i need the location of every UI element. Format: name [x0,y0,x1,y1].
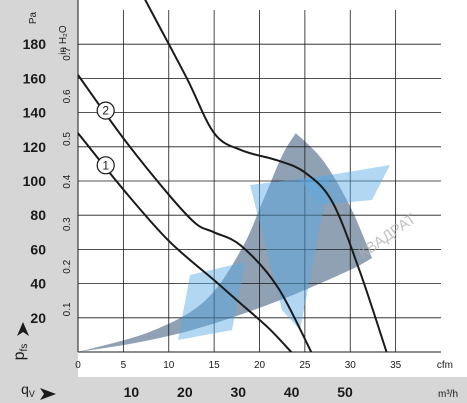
y-tick-label: 80 [30,207,46,223]
y-tick-label: 120 [23,139,47,155]
curve-marker-circle [96,101,115,120]
y-tick-label: 40 [30,276,46,292]
bottom-axis-panel [0,377,467,403]
y-axis-unit: Pa [28,11,39,24]
curve-2 [77,74,313,353]
curve-marker-circle [96,156,115,175]
x-tick-label: 5 [121,360,127,371]
x2-axis-title: qV [21,381,35,399]
y2-tick-label: 0.3 [62,217,73,231]
y2-tick-label: 0.2 [62,259,73,273]
x-tick-label: 30 [345,360,357,371]
x-tick-label: 20 [254,360,266,371]
y-tick-label: 180 [23,36,47,52]
y2-tick-label: 0.1 [62,302,73,316]
x2-tick-label: 10 [124,384,140,400]
y2-tick-label: 0.6 [62,89,73,103]
x-tick-label: 25 [299,360,311,371]
y-tick-label: 100 [23,173,47,189]
x-tick-label: 35 [390,360,402,371]
y-tick-label: 160 [23,70,47,86]
x2-tick-label: 40 [284,384,300,400]
y2-axis-unit: in H₂O [58,25,69,55]
x-tick-label: 15 [209,360,221,371]
x-tick-label: 10 [163,360,175,371]
x2-axis-arrow-icon [40,388,56,400]
x2-tick-label: 50 [337,384,353,400]
y-axis-title: pfs [11,344,30,361]
y2-tick-label: 0.5 [62,132,73,146]
x2-axis-title-main: q [21,381,29,397]
operating-area [78,133,373,352]
y2-tick-label: 0.7 [62,46,73,60]
y-axis-title-sub: fs [19,344,30,352]
curve-marker-label: 1 [102,158,109,172]
x-axis-unit: cfm [437,360,453,371]
curve-1 [77,132,292,353]
x2-axis-title-sub: V [29,389,35,399]
x2-axis-unit: m³/h [438,389,458,400]
y-axis-arrow-icon [17,322,29,336]
y2-tick-label: 0.4 [62,174,73,188]
x2-tick-label: 30 [230,384,246,400]
x-tick-label: 0 [75,360,81,371]
curves [77,0,388,353]
curve-markers: 123 [96,101,115,175]
left-axis-panel [0,0,78,403]
y-tick-label: 60 [30,241,46,257]
y-tick-label: 20 [30,310,46,326]
curve-3 [144,0,388,353]
x2-tick-label: 20 [177,384,193,400]
y-axis-title-main: p [11,351,28,360]
y-tick-label: 140 [23,105,47,121]
svg-text:pfs: pfs [11,344,30,361]
grid [77,0,441,353]
curve-marker-label: 2 [102,104,109,118]
